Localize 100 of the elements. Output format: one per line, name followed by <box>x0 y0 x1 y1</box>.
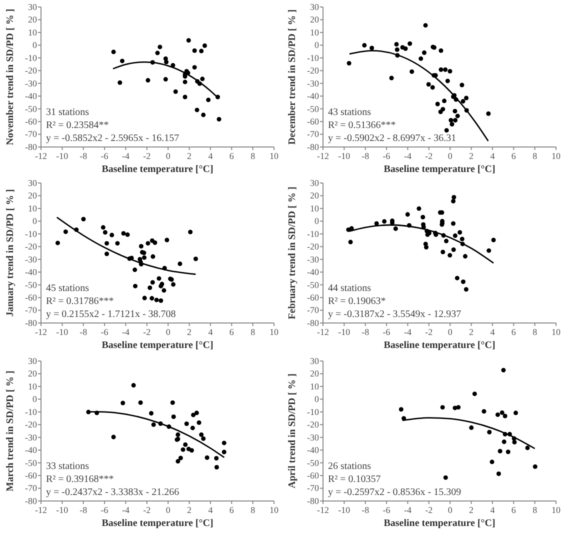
y-tick-label: -10 <box>307 228 320 239</box>
x-tick-label: -12 <box>35 505 47 515</box>
x-tick-label: -4 <box>404 327 412 337</box>
x-tick-label: -10 <box>338 505 351 515</box>
x-tick-label: 2 <box>469 151 474 161</box>
point <box>184 421 189 426</box>
y-tick-label: -40 <box>25 445 38 456</box>
x-axis-title: Baseline temperature [°C] <box>102 518 214 529</box>
x-tick-label: -4 <box>122 151 130 161</box>
y-tick-label: -30 <box>307 78 320 88</box>
y-tick-label: -80 <box>307 142 320 152</box>
annotation: y = -0.3187x2 - 3.5549x - 12.937 <box>328 309 462 320</box>
point <box>133 284 138 288</box>
annotation: 31 stations <box>46 107 90 118</box>
point <box>158 298 164 303</box>
y-tick-label: -20 <box>25 66 38 76</box>
y-tick-label: 10 <box>310 203 320 214</box>
x-tick-label: 0 <box>166 151 171 161</box>
point <box>460 280 466 284</box>
y-tick-label: -70 <box>307 483 320 494</box>
y-tick-label: -70 <box>25 483 38 494</box>
y-tick-label: -60 <box>25 470 38 481</box>
y-tick-label: 10 <box>28 203 38 214</box>
annotation: 45 stations <box>46 283 90 294</box>
x-tick-label: -6 <box>382 327 391 337</box>
point <box>452 195 456 200</box>
y-tick-label: -50 <box>307 280 320 290</box>
point <box>394 47 400 52</box>
y-tick-label: -20 <box>25 242 38 252</box>
point <box>486 248 492 253</box>
annotation: y = -0.2437x2 - 3.3383x - 21.266 <box>46 487 180 498</box>
annotation: R² = 0.51366*** <box>328 120 396 131</box>
x-tick-label: 2 <box>187 505 192 515</box>
point <box>451 247 456 252</box>
point <box>500 410 504 415</box>
point <box>202 43 207 48</box>
point <box>495 412 500 417</box>
annotation: R² = 0.19063* <box>328 296 386 307</box>
y-tick-label: 0 <box>314 216 320 226</box>
x-axis-title: Baseline temperature [°C] <box>102 340 214 351</box>
x-tick-label: -10 <box>56 327 69 337</box>
point <box>142 296 147 300</box>
point <box>55 240 60 246</box>
x-tick-label: 0 <box>448 151 453 161</box>
point <box>422 50 427 55</box>
point <box>532 464 538 469</box>
point <box>438 67 444 72</box>
point <box>63 229 68 234</box>
x-tick-label: -8 <box>80 327 88 337</box>
y-tick-label: -40 <box>25 91 38 102</box>
point <box>445 78 450 84</box>
y-tick-label: 20 <box>310 368 320 379</box>
point <box>410 69 414 74</box>
x-tick-label: 8 <box>532 327 538 337</box>
y-tick-label: 0 <box>314 394 320 404</box>
y-tick-label: -10 <box>25 406 38 417</box>
x-tick-label: -10 <box>56 505 69 515</box>
point <box>216 117 222 122</box>
line-series <box>88 411 225 458</box>
point <box>496 472 501 476</box>
point <box>512 440 517 444</box>
point <box>142 255 147 260</box>
x-axis-title: Baseline temperature [°C] <box>384 340 496 351</box>
x-tick-label: -8 <box>80 505 88 515</box>
x-tick-label: 4 <box>490 327 496 337</box>
annotation: R² = 0.23584** <box>46 120 109 131</box>
y-tick-label: -40 <box>307 91 320 102</box>
x-tick-label: 8 <box>250 151 256 161</box>
x-tick-label: -6 <box>100 151 109 161</box>
point <box>201 112 206 118</box>
point <box>193 256 198 262</box>
point <box>460 99 466 104</box>
point <box>403 46 408 51</box>
point <box>104 252 110 256</box>
point <box>186 38 191 43</box>
point <box>451 221 456 226</box>
point <box>182 80 188 84</box>
point <box>405 212 410 217</box>
point <box>408 41 412 46</box>
point <box>382 219 387 224</box>
x-tick-label: 4 <box>208 151 214 161</box>
point <box>162 288 166 293</box>
point <box>443 475 448 480</box>
x-tick-label: 2 <box>187 151 192 161</box>
y-tick-label: -10 <box>25 52 38 63</box>
y-tick-label: 20 <box>310 190 320 201</box>
point <box>464 287 468 292</box>
annotation: R² = 0.39168*** <box>46 474 114 485</box>
point <box>132 268 138 272</box>
point <box>498 448 502 454</box>
y-tick-label: -10 <box>307 52 320 63</box>
point <box>424 245 429 250</box>
point <box>472 392 477 396</box>
point <box>501 368 506 372</box>
x-tick-label: -2 <box>425 505 433 515</box>
y-axis-title: December trend in SD/PD [ % ] <box>287 9 298 145</box>
point <box>214 456 219 460</box>
annotation: 26 stations <box>328 461 372 472</box>
point <box>158 44 162 50</box>
x-tick-label: 10 <box>552 151 561 161</box>
